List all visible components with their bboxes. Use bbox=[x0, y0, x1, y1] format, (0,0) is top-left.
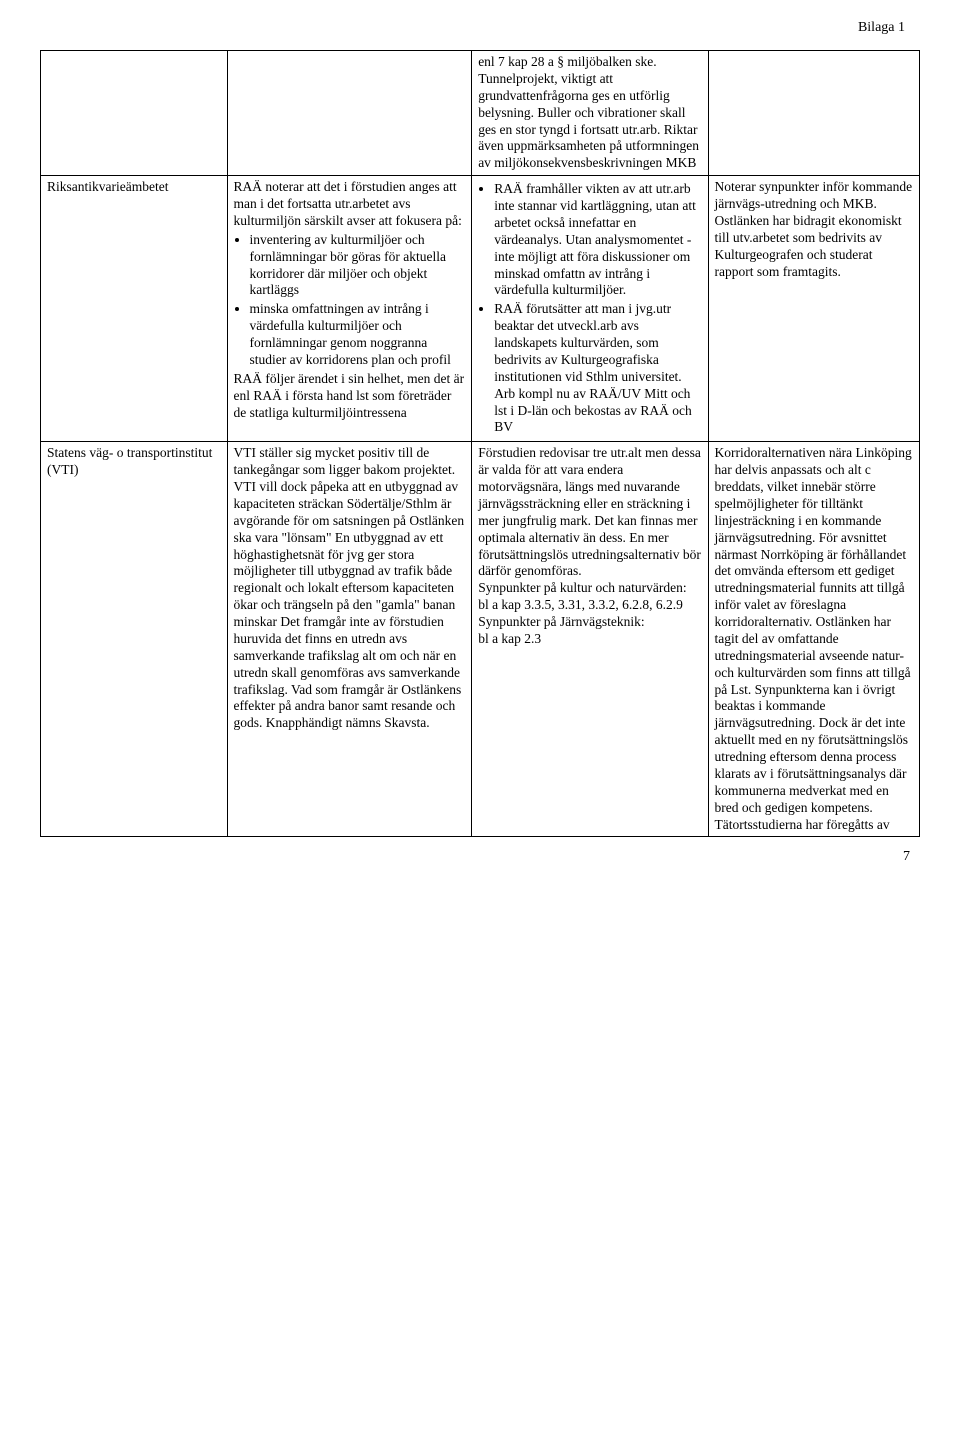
cell-summary: RAÄ noterar att det i förstudien anges a… bbox=[227, 176, 472, 442]
cell-summary bbox=[227, 51, 472, 176]
cell-summary: VTI ställer sig mycket positiv till de t… bbox=[227, 442, 472, 837]
page-number: 7 bbox=[40, 849, 920, 865]
cell-comments: Förstudien redovisar tre utr.alt men des… bbox=[472, 442, 708, 837]
bullet-list: RAÄ framhåller vikten av att utr.arb int… bbox=[478, 181, 701, 436]
table-row: Statens väg- o transportinstitut (VTI) V… bbox=[41, 442, 920, 837]
text: RAÄ följer ärendet i sin helhet, men det… bbox=[234, 371, 466, 422]
list-item: RAÄ framhåller vikten av att utr.arb int… bbox=[494, 181, 701, 299]
list-item: minska omfattningen av intrång i värdefu… bbox=[250, 301, 466, 369]
cell-comments: RAÄ framhåller vikten av att utr.arb int… bbox=[472, 176, 708, 442]
cell-response: Korridoralternativen nära Linköping har … bbox=[708, 442, 919, 837]
list-item: inventering av kulturmiljöer och fornläm… bbox=[250, 232, 466, 300]
list-item: RAÄ förutsätter att man i jvg.utr beakta… bbox=[494, 301, 701, 436]
cell-agency: Riksantikvarieämbetet bbox=[41, 176, 228, 442]
text: enl 7 kap 28 a § miljöbalken ske.Tunnelp… bbox=[478, 54, 699, 170]
content-table: enl 7 kap 28 a § miljöbalken ske.Tunnelp… bbox=[40, 50, 920, 837]
cell-response: Noterar synpunkter inför kommande järnvä… bbox=[708, 176, 919, 442]
appendix-label: Bilaga 1 bbox=[858, 20, 905, 36]
cell-agency bbox=[41, 51, 228, 176]
table-row: enl 7 kap 28 a § miljöbalken ske.Tunnelp… bbox=[41, 51, 920, 176]
bullet-list: inventering av kulturmiljöer och fornläm… bbox=[234, 232, 466, 369]
text: RAÄ noterar att det i förstudien anges a… bbox=[234, 179, 466, 230]
cell-agency: Statens väg- o transportinstitut (VTI) bbox=[41, 442, 228, 837]
cell-comments: enl 7 kap 28 a § miljöbalken ske.Tunnelp… bbox=[472, 51, 708, 176]
table-row: Riksantikvarieämbetet RAÄ noterar att de… bbox=[41, 176, 920, 442]
cell-response bbox=[708, 51, 919, 176]
